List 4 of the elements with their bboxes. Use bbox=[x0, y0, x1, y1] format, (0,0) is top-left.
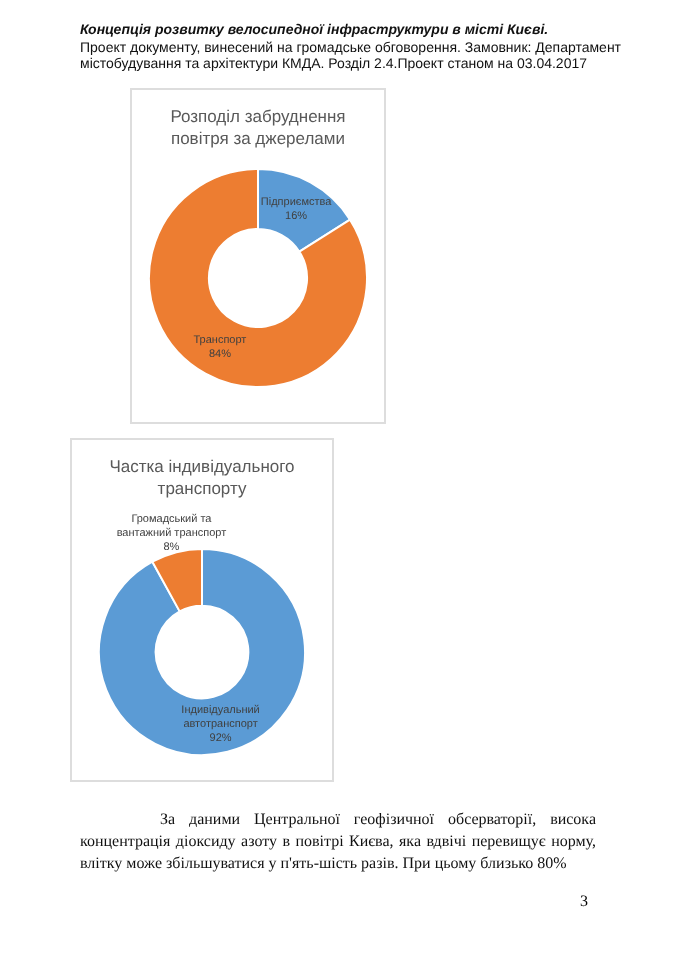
text: 3 bbox=[580, 892, 588, 910]
chart-title: Розподіл забруднення повітря за джерелами bbox=[168, 106, 348, 150]
text: За даними Центральної геофізичної обсерваторії, висока концентрація діоксиду азоту в повітрі Києва, яка вдвічі перевищує норму, влітку може збільшуватися у п'ять-шість разів. При цьому близько 80% bbox=[80, 808, 596, 874]
chart-title: Частка індивідуального транспорту bbox=[107, 456, 297, 500]
